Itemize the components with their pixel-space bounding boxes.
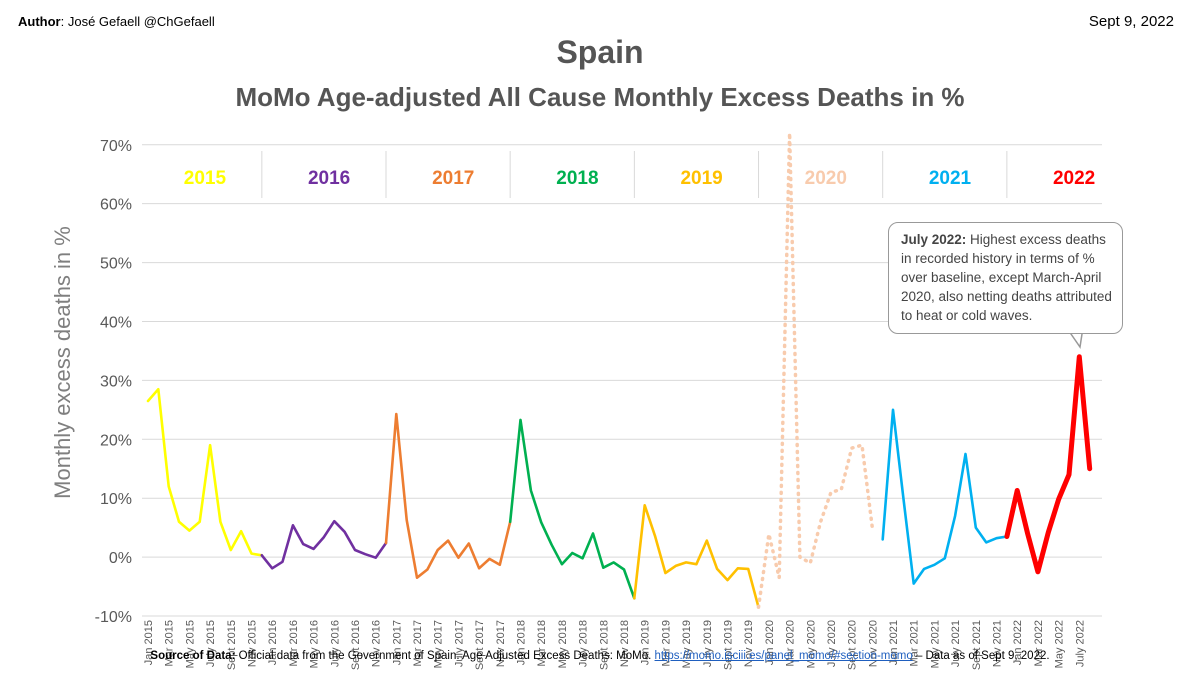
- series-line-2015: [146, 387, 264, 557]
- year-label-2019: 2019: [680, 168, 722, 189]
- x-tick-label: Sept 2015: [226, 620, 238, 670]
- series-line-2021: [881, 408, 1009, 585]
- x-tick-label: Nov 2020: [867, 620, 879, 667]
- year-label-2015: 2015: [184, 168, 227, 189]
- x-tick-label: Mar 2021: [909, 620, 921, 666]
- x-tick-label: Mar 2018: [536, 620, 548, 666]
- x-tick-label: May 2016: [309, 620, 321, 668]
- x-tick-label: May 2019: [681, 620, 693, 668]
- year-label-2021: 2021: [929, 168, 972, 189]
- x-tick-label: Jan 2015: [143, 620, 155, 665]
- x-tick-label: May 2021: [929, 620, 941, 668]
- y-tick-label: 10%: [100, 491, 132, 508]
- x-tick-label: May 2022: [1054, 620, 1066, 668]
- x-tick-label: Sept 2020: [847, 620, 859, 670]
- x-tick-label: Jan 2019: [640, 620, 652, 665]
- series-line-2017: [384, 412, 512, 580]
- source-label: Source of Data:: [150, 650, 236, 662]
- y-axis-label: Monthly excess deaths in %: [50, 226, 75, 499]
- x-tick-label: Jan 2022: [1012, 620, 1024, 665]
- x-tick-label: Mar 2017: [412, 620, 424, 666]
- x-tick-label: July 2017: [453, 620, 465, 667]
- x-tick-label: Nov 2018: [619, 620, 631, 667]
- x-tick-label: July 2020: [826, 620, 838, 667]
- y-tick-label: 0%: [109, 550, 132, 567]
- y-tick-label: 40%: [100, 314, 132, 331]
- year-label-2018: 2018: [556, 168, 598, 189]
- x-tick-label: Jan 2018: [516, 620, 528, 665]
- x-tick-label: Jan 2016: [267, 620, 279, 665]
- year-label-2017: 2017: [432, 168, 474, 189]
- annotation-callout: July 2022: Highest excess deaths in reco…: [888, 222, 1123, 334]
- x-tick-label: Sept 2021: [971, 620, 983, 670]
- x-tick-label: May 2018: [557, 620, 569, 668]
- year-label-2020: 2020: [805, 168, 847, 189]
- author-label: Author: [18, 14, 61, 29]
- author-text: : José Gefaell @ChGefaell: [60, 14, 215, 29]
- x-tick-label: Jan 2017: [391, 620, 403, 665]
- series-line-2020: [756, 131, 875, 609]
- y-tick-label: 70%: [100, 138, 132, 155]
- x-tick-label: Mar 2019: [660, 620, 672, 666]
- x-tick-label: Nov 2021: [992, 620, 1004, 667]
- publish-date: Sept 9, 2022: [1088, 13, 1174, 30]
- year-label-2022: 2022: [1053, 168, 1095, 189]
- x-tick-label: May 2015: [184, 620, 196, 668]
- x-tick-label: July 2019: [702, 620, 714, 667]
- source-note: Source of Data: Official data from the G…: [0, 650, 1200, 662]
- x-tick-label: Sept 2019: [722, 620, 734, 670]
- x-tick-label: Sept 2016: [350, 620, 362, 670]
- x-tick-label: Sept 2017: [474, 620, 486, 670]
- series-line-2018: [508, 418, 636, 600]
- x-tick-label: July 2022: [1074, 620, 1086, 667]
- callout-bold: July 2022:: [901, 232, 967, 247]
- x-tick-label: Mar 2015: [164, 620, 176, 666]
- x-tick-label: Mar 2020: [785, 620, 797, 666]
- author-credit: Author: José Gefaell @ChGefaell: [18, 14, 215, 29]
- x-tick-label: July 2015: [205, 620, 217, 667]
- x-tick-label: Jan 2020: [764, 620, 776, 665]
- callout-text: Highest excess deaths in recorded histor…: [901, 232, 1112, 323]
- chart-subtitle: MoMo Age-adjusted All Cause Monthly Exce…: [235, 82, 965, 112]
- series-line-2019: [632, 503, 760, 609]
- chart-title: Spain: [556, 34, 644, 70]
- y-tick-label: 20%: [100, 432, 132, 449]
- x-tick-label: Nov 2019: [743, 620, 755, 667]
- year-label-2016: 2016: [308, 168, 350, 189]
- source-text: Official data from the Government of Spa…: [235, 650, 655, 662]
- x-tick-label: Sept 2018: [598, 620, 610, 670]
- y-tick-label: -10%: [95, 609, 132, 626]
- series-line-2016: [260, 519, 388, 570]
- x-tick-label: Nov 2017: [495, 620, 507, 667]
- x-tick-label: July 2021: [950, 620, 962, 667]
- source-suffix: – Data as of Sept 9, 2022.: [912, 650, 1050, 662]
- x-tick-label: Mar 2016: [288, 620, 300, 666]
- x-tick-label: May 2020: [805, 620, 817, 668]
- x-tick-label: Nov 2016: [371, 620, 383, 667]
- x-tick-label: May 2017: [433, 620, 445, 668]
- y-tick-label: 30%: [100, 373, 132, 390]
- x-tick-label: July 2016: [329, 620, 341, 667]
- source-link[interactable]: https://momo.isciii.es/panel_momo/#secti…: [654, 650, 913, 662]
- series-line-2022: [1004, 354, 1093, 575]
- x-tick-label: Mar 2022: [1033, 620, 1045, 666]
- y-tick-label: 60%: [100, 197, 132, 214]
- x-tick-label: Nov 2015: [246, 620, 258, 667]
- x-tick-label: Jan 2021: [888, 620, 900, 665]
- y-tick-label: 50%: [100, 256, 132, 273]
- x-tick-label: July 2018: [578, 620, 590, 667]
